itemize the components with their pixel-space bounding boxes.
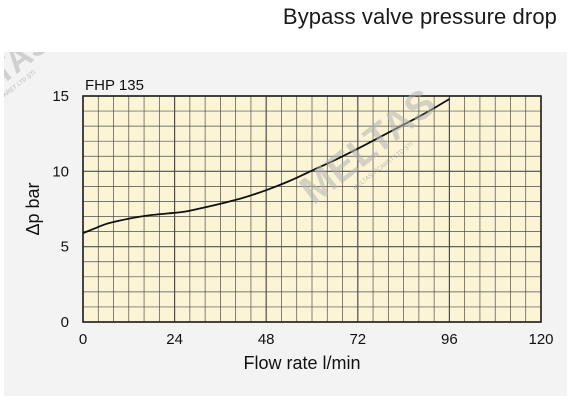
x-axis-title: Flow rate l/min <box>243 353 360 373</box>
chart-title: Bypass valve pressure drop <box>282 4 557 29</box>
chart-svg: FHP 135 0 24 48 72 96 120 0 5 10 15 Flow rate l/… <box>4 52 554 373</box>
x-tick-labels: 0 24 48 72 96 120 <box>79 331 554 348</box>
x-tick-label: 96 <box>441 331 458 348</box>
y-tick-label: 0 <box>61 314 69 331</box>
grid <box>82 95 542 323</box>
x-tick-label: 0 <box>79 331 87 348</box>
plot-border <box>82 95 542 323</box>
chart-panel: FHP 135 0 24 48 72 96 120 0 5 10 15 Flow rate l/… <box>4 52 567 396</box>
x-tick-label: 48 <box>258 331 275 348</box>
series-line-fhp-135 <box>82 98 450 234</box>
series-label: FHP 135 <box>85 77 144 94</box>
x-tick-label: 24 <box>166 331 183 348</box>
x-tick-label: 72 <box>349 331 366 348</box>
y-tick-label: 10 <box>52 163 69 180</box>
y-tick-label: 15 <box>52 88 69 105</box>
x-tick-label: 120 <box>528 331 553 348</box>
y-tick-labels: 0 5 10 15 <box>52 88 69 331</box>
y-axis-title: Δp bar <box>23 182 43 235</box>
y-tick-label: 5 <box>61 239 69 256</box>
